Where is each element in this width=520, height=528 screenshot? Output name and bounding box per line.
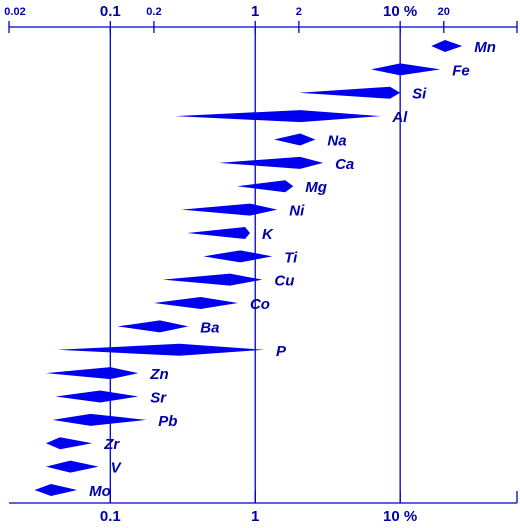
element-label: P [276,343,287,360]
element-label: Mg [305,179,327,196]
range-diamond [187,226,250,239]
range-diamond [55,390,139,403]
range-diamond [34,484,78,496]
element-label: Zn [149,366,168,383]
range-diamond [52,413,147,426]
range-diamond [57,343,265,356]
tick-label: 10 % [383,3,417,20]
element-label: Na [327,132,346,149]
element-label: Fe [452,62,470,79]
tick-label: 1 [251,3,259,20]
element-label: Al [391,109,408,126]
range-diamond [218,156,324,169]
range-diamond [181,203,278,216]
tick-label: 0.1 [100,508,121,525]
element-label: Zr [103,436,120,453]
element-label: K [262,226,274,243]
range-diamond [431,40,463,52]
element-label: Ba [200,319,219,336]
element-label: Co [250,296,270,313]
element-label: Mn [474,39,496,56]
element-label: Ca [335,156,354,173]
element-label: V [111,460,123,477]
range-diamond [175,110,381,123]
tick-label: 0.2 [146,6,161,18]
tick-label: 0.1 [100,3,121,20]
range-diamond [45,460,99,473]
element-label: Pb [158,413,177,430]
tick-label: 1 [251,508,259,525]
element-label: Cu [274,273,294,290]
tick-label: 10 % [383,508,417,525]
range-diamond [162,273,263,286]
element-label: Mo [89,483,111,500]
range-diamond [237,180,294,193]
range-diamond [371,63,441,76]
tick-label: 2 [296,6,302,18]
range-diamond [298,86,401,99]
element-label: Ti [284,249,298,266]
range-diamond [274,133,316,146]
element-label: Ni [289,203,305,220]
range-diamond [45,367,139,380]
range-diamond [45,437,93,450]
element-label: Si [412,86,427,103]
range-diamond [203,250,273,263]
element-label: Sr [150,389,167,406]
range-diamond [117,320,189,333]
range-diamond [153,297,238,310]
tick-label: 20 [438,6,450,18]
tick-label: 0.02 [4,6,25,18]
